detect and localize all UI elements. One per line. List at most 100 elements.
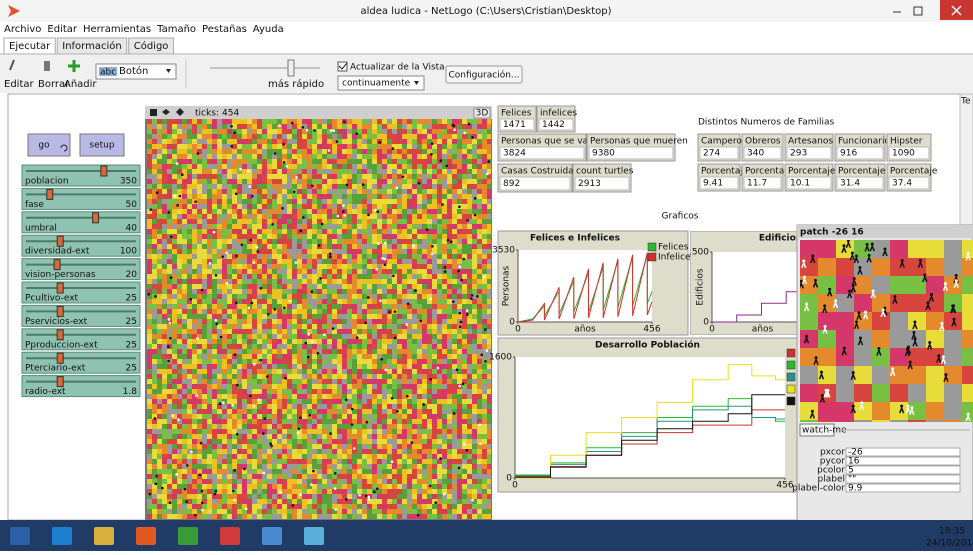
- patch: [437, 244, 442, 249]
- patch: [377, 324, 382, 329]
- patch: [337, 364, 342, 369]
- patch: [422, 354, 427, 359]
- patch: [457, 199, 462, 204]
- patch: [447, 354, 452, 359]
- patch: [262, 354, 267, 359]
- patch: [452, 174, 457, 179]
- tab[interactable]: Información: [57, 38, 126, 54]
- patch: [242, 139, 247, 144]
- patch: [477, 279, 482, 284]
- patch: [432, 324, 437, 329]
- patch: [427, 419, 432, 424]
- menu-item[interactable]: Editar: [47, 24, 77, 35]
- menu-item[interactable]: Herramientas: [83, 24, 151, 35]
- slider[interactable]: diversidad-ext100: [22, 235, 140, 257]
- patch: [377, 459, 382, 464]
- patch: [192, 239, 197, 244]
- button[interactable]: setup: [80, 134, 124, 156]
- patch: [392, 389, 397, 394]
- patch: [307, 254, 312, 259]
- patch: [157, 134, 162, 139]
- patch: [257, 459, 262, 464]
- patch: [427, 209, 432, 214]
- patch: [262, 309, 267, 314]
- patch: [187, 124, 192, 129]
- edit-label[interactable]: Editar: [4, 79, 34, 90]
- patch: [222, 229, 227, 234]
- patch: [452, 169, 457, 174]
- patch: [347, 339, 352, 344]
- patch: [417, 199, 422, 204]
- slider[interactable]: Pservicios-ext25: [22, 305, 140, 327]
- menu-item[interactable]: Ayuda: [253, 24, 284, 35]
- patch: [452, 224, 457, 229]
- patch: [192, 259, 197, 264]
- patch: [187, 394, 192, 399]
- patch: [202, 329, 207, 334]
- 3d-button[interactable]: 3D: [474, 108, 490, 119]
- patch: [167, 279, 172, 284]
- patch: [167, 364, 172, 369]
- patch: [412, 329, 417, 334]
- patch: [162, 119, 167, 124]
- patch: [427, 429, 432, 434]
- patch: [277, 219, 282, 224]
- slider[interactable]: fase50: [22, 188, 140, 210]
- patch: [397, 284, 402, 289]
- slider[interactable]: poblacion350: [22, 165, 140, 187]
- patch: [262, 234, 267, 239]
- netlogo-window: aldea ludica - NetLogo (C:\Users\Cristia…: [0, 0, 973, 551]
- patch: [362, 349, 367, 354]
- patch: [302, 134, 307, 139]
- patch: [257, 194, 262, 199]
- update-mode[interactable]: continuamente: [338, 76, 424, 90]
- patch: [182, 454, 187, 459]
- tab[interactable]: Ejecutar: [4, 38, 55, 54]
- patch: [432, 169, 437, 174]
- slider[interactable]: Pcultivo-ext25: [22, 282, 140, 304]
- patch: [272, 354, 277, 359]
- menu-item[interactable]: Tamaño: [156, 24, 196, 35]
- patch: [302, 304, 307, 309]
- patch: [442, 294, 447, 299]
- speed-knob[interactable]: [288, 60, 294, 76]
- menu-item[interactable]: Pestañas: [202, 24, 247, 35]
- patch: [152, 394, 157, 399]
- add-label[interactable]: Añadir: [64, 79, 97, 90]
- patch: [182, 304, 187, 309]
- settings-button[interactable]: Configuración...: [446, 66, 522, 83]
- patch: [182, 284, 187, 289]
- slider[interactable]: Pproduccion-ext25: [22, 329, 140, 351]
- patch: [162, 284, 167, 289]
- slider[interactable]: umbral40: [22, 212, 140, 234]
- slider[interactable]: radio-ext1.8: [22, 376, 140, 398]
- patch: [297, 184, 302, 189]
- patch: [202, 274, 207, 279]
- patch: [482, 434, 487, 439]
- patch: [372, 414, 377, 419]
- patch: [202, 259, 207, 264]
- menu-item[interactable]: Archivo: [4, 24, 41, 35]
- patch: [167, 449, 172, 454]
- patch: [427, 349, 432, 354]
- slider[interactable]: vision-personas20: [22, 259, 140, 281]
- patch: [252, 374, 257, 379]
- patch: [217, 464, 222, 469]
- slider[interactable]: Pterciario-ext25: [22, 352, 140, 374]
- patch: [467, 269, 472, 274]
- tab[interactable]: Código: [129, 38, 174, 54]
- patch: [387, 249, 392, 254]
- patch: [457, 379, 462, 384]
- widget-select[interactable]: abcBotón: [96, 64, 176, 79]
- patch: [267, 204, 272, 209]
- patch: [212, 399, 217, 404]
- patch: [247, 269, 252, 274]
- patch: [427, 279, 432, 284]
- patch: [262, 139, 267, 144]
- patch: [387, 389, 392, 394]
- patch: [282, 209, 287, 214]
- patch: [277, 334, 282, 339]
- patch: [362, 229, 367, 234]
- patch: [162, 459, 167, 464]
- patch: [282, 234, 287, 239]
